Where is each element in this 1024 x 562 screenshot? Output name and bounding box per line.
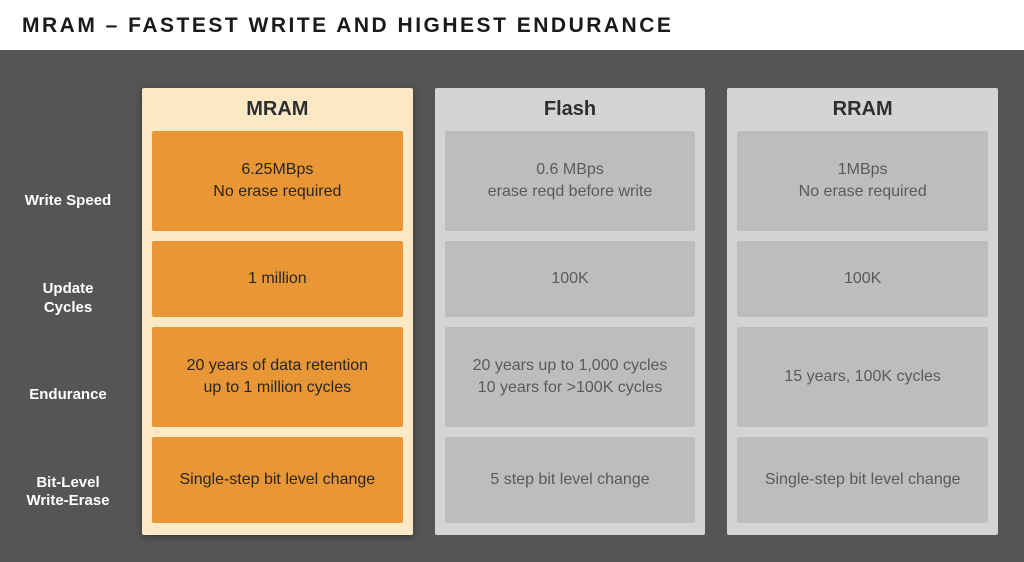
comparison-panel: Write SpeedUpdateCyclesEnduranceBit-Leve…: [0, 50, 1024, 562]
column-rram: RRAM1MBpsNo erase required 100K 15 years, …: [727, 88, 998, 535]
column-flash: Flash0.6 MBpserase reqd before write 100K…: [435, 88, 706, 535]
cell: 15 years, 100K cycles: [737, 327, 988, 427]
row-label: Endurance: [0, 341, 142, 450]
column-header: MRAM: [142, 88, 413, 131]
page-title: MRAM – FASTEST WRITE AND HIGHEST ENDURAN…: [22, 14, 1002, 38]
column-cells: 1MBpsNo erase required 100K 15 years, 100K…: [727, 131, 998, 535]
column-header: Flash: [435, 88, 706, 131]
column-mram: MRAM6.25MBpsNo erase required 1 million 20…: [142, 88, 413, 535]
columns-container: MRAM6.25MBpsNo erase required 1 million 20…: [142, 88, 998, 535]
cell: 100K: [737, 241, 988, 317]
cell: 6.25MBpsNo erase required: [152, 131, 403, 231]
title-bar: MRAM – FASTEST WRITE AND HIGHEST ENDURAN…: [0, 0, 1024, 50]
cell: 20 years up to 1,000 cycles10 years for …: [445, 327, 696, 427]
cell: Single-step bit level change: [152, 437, 403, 523]
cell: 20 years of data retentionup to 1 millio…: [152, 327, 403, 427]
row-label-spacer: [0, 88, 142, 147]
row-label: Bit-LevelWrite-Erase: [0, 450, 142, 535]
row-label: Write Speed: [0, 147, 142, 256]
cell: Single-step bit level change: [737, 437, 988, 523]
cell: 100K: [445, 241, 696, 317]
column-cells: 6.25MBpsNo erase required 1 million 20 yea…: [142, 131, 413, 535]
column-header: RRAM: [727, 88, 998, 131]
row-label: UpdateCycles: [0, 256, 142, 341]
cell: 1MBpsNo erase required: [737, 131, 988, 231]
cell: 0.6 MBpserase reqd before write: [445, 131, 696, 231]
cell: 1 million: [152, 241, 403, 317]
cell: 5 step bit level change: [445, 437, 696, 523]
column-cells: 0.6 MBpserase reqd before write 100K 20 ye…: [435, 131, 706, 535]
row-labels: Write SpeedUpdateCyclesEnduranceBit-Leve…: [0, 88, 142, 535]
